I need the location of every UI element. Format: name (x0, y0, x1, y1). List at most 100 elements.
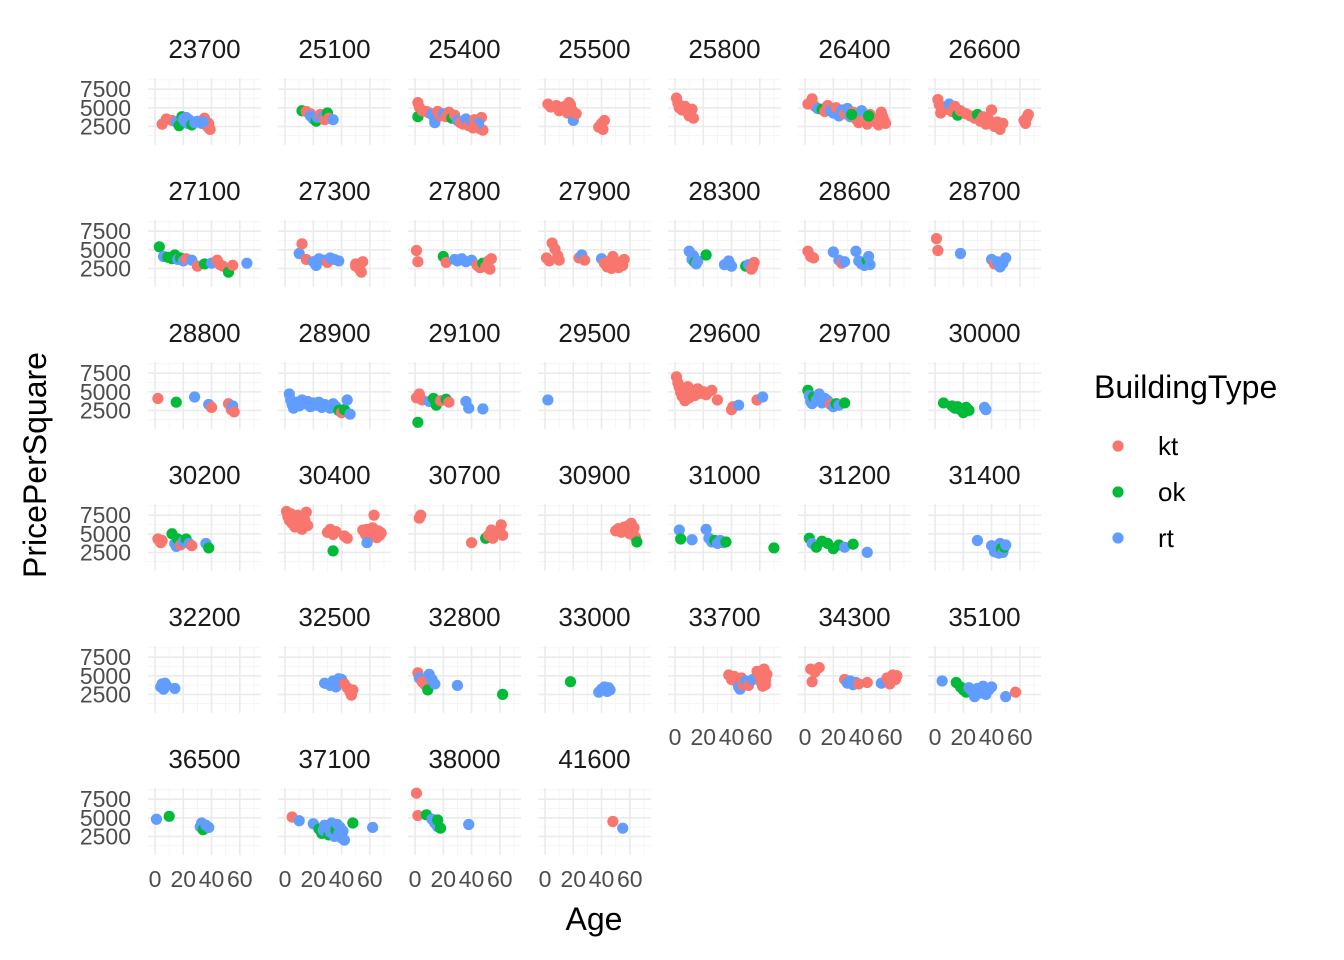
data-point (367, 821, 379, 834)
facet-title: 30900 (558, 460, 630, 490)
data-point (598, 114, 610, 127)
x-tick-label: 40 (329, 866, 355, 892)
facet-panel: 37100 0 20 40 60 (278, 744, 391, 892)
x-tick-label: 40 (459, 866, 485, 892)
facet-panel: 38000 0 20 40 60 (408, 744, 521, 892)
facet-panel: 32800 (408, 602, 521, 713)
data-point (410, 787, 423, 799)
data-point (347, 817, 359, 829)
facet-title: 30000 (948, 318, 1020, 348)
data-point (241, 257, 253, 269)
x-tick-label: 60 (617, 866, 643, 892)
facet-panel: 30700 (408, 460, 521, 571)
facet-title: 30200 (168, 460, 240, 490)
facet-title: 30700 (428, 460, 500, 490)
facet-title: 25100 (298, 34, 370, 64)
facet-panel: 27800 (408, 176, 521, 287)
x-tick-label: 60 (487, 866, 513, 892)
x-tick-label: 40 (719, 724, 745, 750)
x-tick-label: 20 (691, 724, 717, 750)
facet-title: 33000 (558, 602, 630, 632)
data-point (203, 821, 215, 834)
y-tick-label: 7500 (80, 218, 131, 244)
facet-title: 32500 (298, 602, 370, 632)
facet-panel: 26600 (928, 34, 1041, 145)
facet-title: 26400 (818, 34, 890, 64)
y-tick-label: 7500 (80, 502, 131, 528)
x-tick-label: 40 (199, 866, 225, 892)
facet-title: 27900 (558, 176, 630, 206)
data-point (368, 509, 380, 521)
data-point (1000, 691, 1012, 703)
y-tick-label: 2500 (80, 397, 131, 423)
x-tick-label: 0 (799, 724, 812, 750)
data-point (169, 682, 181, 695)
data-point (725, 260, 738, 272)
x-tick-label: 60 (877, 724, 903, 750)
legend-label: kt (1158, 431, 1179, 461)
y-tick-label: 5000 (80, 237, 131, 263)
data-point (864, 259, 876, 271)
data-point (937, 397, 950, 409)
facet-title: 28300 (688, 176, 760, 206)
data-point (170, 396, 182, 408)
facet-title: 31200 (818, 460, 890, 490)
data-point (412, 809, 424, 822)
y-tick-label: 5000 (80, 379, 131, 405)
data-point (415, 509, 427, 521)
data-point (189, 391, 201, 403)
legend-key (1112, 440, 1124, 452)
data-point (628, 522, 640, 534)
data-point (604, 684, 616, 696)
y-tick-label: 2500 (80, 823, 131, 849)
x-tick-label: 20 (951, 724, 977, 750)
data-point (327, 545, 339, 557)
legend-items: kt ok rt (1112, 431, 1186, 553)
data-point (467, 122, 479, 134)
y-tick-label: 7500 (80, 76, 131, 102)
data-point (484, 263, 496, 275)
data-point (443, 396, 455, 408)
x-tick-label: 60 (1007, 724, 1033, 750)
x-tick-label: 40 (849, 724, 875, 750)
x-tick-label: 0 (409, 866, 422, 892)
facet-panel: 30400 (278, 460, 391, 571)
facet-panel: 30000 (928, 318, 1041, 429)
facet-title: 27800 (428, 176, 500, 206)
facet-title: 32800 (428, 602, 500, 632)
facet-panel: 35100 0 20 40 60 (928, 602, 1041, 750)
data-point (747, 261, 759, 273)
facet-panel: 28900 (278, 318, 391, 429)
x-tick-label: 60 (227, 866, 253, 892)
facet-panel: 33700 0 20 40 60 (668, 602, 781, 750)
facet-title: 32200 (168, 602, 240, 632)
data-point (759, 679, 772, 691)
facet-panel: 28600 (798, 176, 911, 287)
data-point (954, 247, 967, 260)
y-tick-label: 2500 (80, 539, 131, 565)
x-tick-label: 40 (979, 724, 1005, 750)
facet-title: 25800 (688, 34, 760, 64)
data-point (465, 537, 478, 549)
data-point (296, 238, 308, 250)
data-point (327, 114, 339, 126)
facet-title: 27300 (298, 176, 370, 206)
facet-title: 38000 (428, 744, 500, 774)
data-point (564, 676, 577, 688)
facet-panel: 31400 (928, 460, 1041, 571)
data-point (338, 834, 350, 846)
facet-panel: 29500 (538, 318, 651, 429)
facet-panel: 27300 (278, 176, 391, 287)
data-point (344, 408, 356, 420)
x-axis-title: Age (566, 901, 623, 937)
facet-panel: 33000 (538, 602, 651, 713)
data-point (846, 108, 858, 121)
data-point (617, 259, 629, 272)
data-point (891, 670, 903, 682)
facet-title: 28900 (298, 318, 370, 348)
data-point (153, 241, 165, 253)
data-point (463, 402, 475, 414)
facet-panel: 25100 (278, 34, 391, 145)
